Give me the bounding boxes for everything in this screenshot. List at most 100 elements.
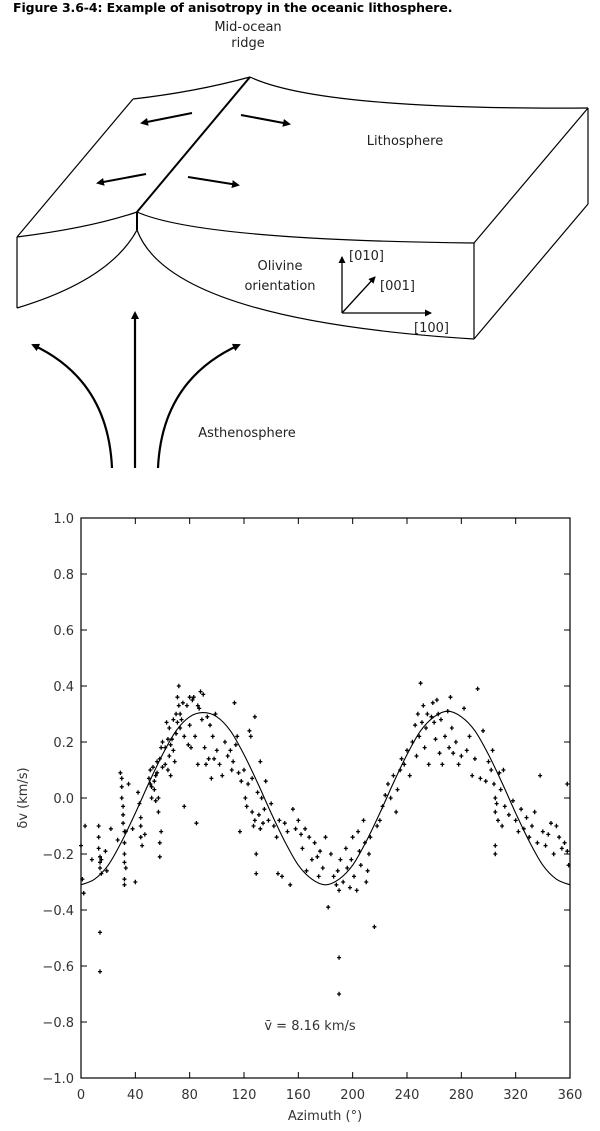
data-point (244, 804, 249, 809)
data-point (213, 711, 218, 717)
data-point (122, 877, 127, 882)
block-front-right-top (136, 211, 475, 244)
data-point (343, 846, 348, 851)
data-point (453, 739, 458, 745)
y-tick-labels: 1.0 0.8 0.6 0.4 0.2 0.0 −0.2 −0.4 −0.6 −0.8 −1.0 (42, 512, 74, 1087)
data-point (136, 790, 141, 795)
data-point (171, 748, 176, 753)
data-point (300, 846, 305, 851)
data-point (491, 781, 496, 787)
data-point (445, 709, 450, 714)
data-point (368, 835, 373, 840)
data-point (551, 851, 556, 857)
data-point (187, 723, 192, 728)
data-point (163, 745, 168, 750)
lithosphere-base-right (136, 229, 475, 340)
data-point (133, 879, 138, 885)
data-point (366, 851, 371, 857)
data-point (315, 854, 320, 859)
data-point (119, 784, 124, 789)
data-point (191, 695, 196, 700)
data-point (152, 787, 157, 792)
data-point (104, 868, 109, 873)
data-point (83, 823, 88, 829)
data-point (175, 720, 180, 725)
data-point (123, 829, 128, 834)
data-point (96, 823, 101, 829)
y-tick-label: 1.0 (53, 512, 74, 527)
data-point (126, 781, 131, 787)
data-point (138, 815, 143, 820)
data-point (566, 863, 571, 868)
data-point (149, 784, 154, 789)
data-point (399, 756, 404, 761)
data-point (417, 734, 422, 739)
ridge-label-line1: Mid-ocean (214, 20, 281, 35)
data-point (122, 840, 127, 845)
data-point (246, 781, 251, 787)
data-point (182, 804, 187, 809)
data-point (239, 779, 244, 784)
data-point (232, 700, 237, 705)
data-point (96, 835, 101, 840)
upwelling-arrows (31, 311, 241, 469)
data-point (481, 728, 486, 733)
data-point (152, 779, 157, 784)
data-point (296, 818, 301, 823)
data-point (405, 748, 409, 753)
data-point (464, 748, 469, 753)
data-point (422, 745, 427, 750)
data-point (557, 835, 562, 840)
data-point (357, 849, 362, 854)
x-tick-label: 200 (340, 1088, 365, 1103)
data-point (81, 891, 86, 896)
data-point (513, 818, 518, 823)
data-point (438, 717, 443, 722)
data-point (259, 795, 264, 801)
data-point (500, 823, 505, 829)
data-point (275, 871, 280, 876)
data-point (269, 801, 274, 806)
data-point (164, 720, 169, 725)
data-point (228, 748, 233, 753)
data-point (501, 767, 506, 773)
data-point (337, 955, 342, 960)
data-point (198, 689, 203, 694)
data-point (165, 767, 170, 773)
data-point (202, 745, 207, 750)
data-point (263, 779, 268, 784)
data-point (182, 734, 187, 739)
data-point (167, 753, 172, 759)
x-tick-label: 80 (181, 1088, 198, 1103)
data-point (180, 700, 185, 705)
data-point (201, 692, 206, 697)
data-point (190, 697, 195, 703)
data-point (493, 795, 498, 801)
x-tick-labels: 0 40 80 120 160 200 240 280 320 360 (77, 1088, 583, 1103)
data-point (212, 756, 217, 761)
asthenosphere-label: Asthenosphere (198, 426, 296, 441)
data-point (149, 795, 154, 801)
data-point (277, 818, 282, 823)
data-point (424, 725, 429, 731)
data-point (233, 742, 238, 747)
y-tick-label: −0.2 (42, 848, 74, 863)
y-tick-label: −0.4 (42, 904, 74, 919)
data-point (341, 879, 346, 885)
ridge-axis-line (136, 76, 251, 230)
data-point (449, 725, 454, 731)
data-point (157, 854, 162, 859)
arrow-left-icon (140, 112, 193, 126)
data-point (419, 720, 424, 725)
data-point (394, 809, 399, 815)
data-point (160, 765, 165, 770)
data-point (490, 748, 495, 753)
data-point (103, 849, 108, 854)
data-point (432, 720, 437, 725)
data-point (115, 837, 120, 843)
data-point (254, 851, 259, 857)
y-axis-label: δv (km/s) (16, 767, 31, 828)
block-left-top-edge (16, 98, 134, 238)
data-point (153, 773, 158, 778)
data-point (478, 776, 483, 781)
